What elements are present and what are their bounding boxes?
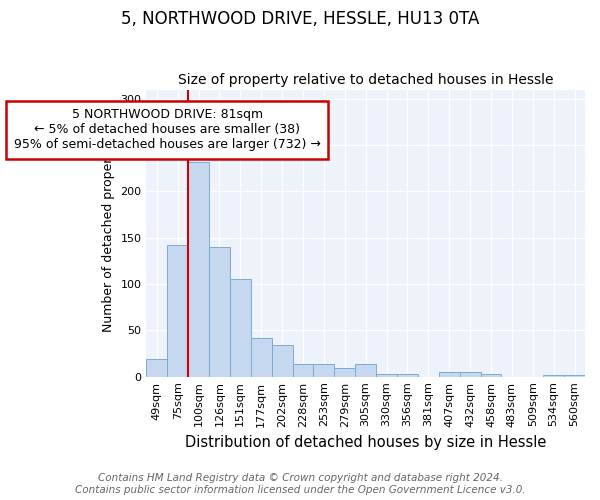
Bar — [334, 368, 355, 376]
Bar — [564, 375, 585, 376]
Bar — [376, 374, 397, 376]
Bar — [146, 359, 167, 376]
Text: Contains HM Land Registry data © Crown copyright and database right 2024.
Contai: Contains HM Land Registry data © Crown c… — [74, 474, 526, 495]
Bar — [481, 374, 502, 376]
Bar — [230, 280, 251, 376]
Bar — [460, 372, 481, 376]
Bar — [188, 162, 209, 376]
Title: Size of property relative to detached houses in Hessle: Size of property relative to detached ho… — [178, 73, 553, 87]
Bar — [397, 374, 418, 376]
Text: 5, NORTHWOOD DRIVE, HESSLE, HU13 0TA: 5, NORTHWOOD DRIVE, HESSLE, HU13 0TA — [121, 10, 479, 28]
Bar — [543, 375, 564, 376]
Bar — [293, 364, 313, 376]
Bar — [313, 364, 334, 376]
Text: 5 NORTHWOOD DRIVE: 81sqm
← 5% of detached houses are smaller (38)
95% of semi-de: 5 NORTHWOOD DRIVE: 81sqm ← 5% of detache… — [14, 108, 320, 151]
Y-axis label: Number of detached properties: Number of detached properties — [102, 134, 115, 332]
Bar — [439, 372, 460, 376]
Bar — [209, 247, 230, 376]
Bar — [272, 345, 293, 376]
X-axis label: Distribution of detached houses by size in Hessle: Distribution of detached houses by size … — [185, 435, 547, 450]
Bar — [355, 364, 376, 376]
Bar — [167, 245, 188, 376]
Bar — [251, 338, 272, 376]
